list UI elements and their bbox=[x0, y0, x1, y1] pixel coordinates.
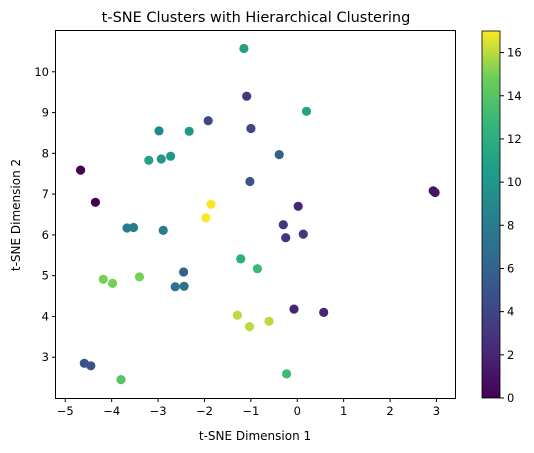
scatter-point bbox=[319, 307, 329, 317]
y-tick-label: 4 bbox=[42, 309, 49, 323]
scatter-point bbox=[166, 151, 176, 161]
colorbar-tick-label: 6 bbox=[507, 261, 514, 275]
scatter-point bbox=[244, 322, 255, 332]
scatter-point bbox=[206, 199, 216, 209]
y-tick-label: 7 bbox=[42, 187, 49, 201]
scatter-point bbox=[274, 150, 284, 160]
x-axis-label: t-SNE Dimension 1 bbox=[199, 429, 311, 443]
chart-title: t-SNE Clusters with Hierarchical Cluster… bbox=[102, 10, 411, 26]
scatter-point bbox=[282, 369, 292, 379]
scatter-point bbox=[264, 316, 274, 326]
scatter-point bbox=[242, 91, 252, 101]
colorbar-tick-label: 0 bbox=[507, 391, 514, 405]
scatter-point bbox=[108, 278, 118, 288]
scatter-point bbox=[430, 187, 440, 198]
y-tick-label: 6 bbox=[42, 228, 49, 242]
scatter-point bbox=[179, 281, 189, 291]
colorbar-tick-label: 14 bbox=[507, 89, 522, 103]
scatter-point bbox=[201, 213, 211, 223]
x-tick-label: −1 bbox=[242, 404, 259, 418]
x-tick-label: −5 bbox=[57, 404, 74, 418]
colorbar-tick-label: 2 bbox=[507, 348, 514, 362]
scatter-point bbox=[179, 267, 189, 277]
scatter-point bbox=[298, 229, 308, 239]
scatter-point bbox=[184, 126, 194, 136]
scatter-point bbox=[156, 154, 166, 164]
x-tick-label: 2 bbox=[386, 404, 393, 418]
scatter-point bbox=[170, 282, 180, 292]
y-tick-label: 10 bbox=[34, 65, 49, 79]
y-axis-ticks: 3 4 5 6 7 8 9 10 bbox=[34, 65, 56, 364]
colorbar-tick-label: 12 bbox=[507, 132, 522, 146]
scatter-point bbox=[252, 264, 262, 274]
x-tick-label: −4 bbox=[103, 404, 120, 418]
x-tick-label: 1 bbox=[340, 404, 347, 418]
scatter-point bbox=[128, 222, 139, 233]
x-tick-label: 3 bbox=[433, 404, 440, 418]
scatter-point bbox=[301, 106, 312, 116]
scatter-point bbox=[281, 233, 291, 243]
axes-frame bbox=[55, 30, 456, 399]
x-tick-label: −2 bbox=[196, 404, 213, 418]
x-tick-label: 0 bbox=[294, 404, 301, 418]
colorbar-tick-label: 10 bbox=[507, 175, 522, 189]
colorbar-tick-label: 8 bbox=[507, 218, 514, 232]
scatter-point bbox=[154, 126, 164, 136]
scatter-point bbox=[76, 165, 86, 175]
scatter-point bbox=[278, 220, 288, 230]
y-tick-label: 9 bbox=[42, 106, 49, 120]
scatter-point bbox=[203, 116, 213, 126]
y-tick-label: 3 bbox=[42, 350, 49, 364]
scatter-point bbox=[236, 254, 246, 264]
y-tick-label: 8 bbox=[42, 146, 49, 160]
scatter-point bbox=[293, 201, 303, 211]
colorbar-ticks: 0 2 4 6 8 10 12 14 16 bbox=[500, 46, 522, 405]
scatter-point bbox=[245, 176, 255, 187]
y-tick-label: 5 bbox=[42, 269, 49, 283]
scatter-point bbox=[239, 43, 249, 54]
plot-area bbox=[76, 43, 440, 385]
x-tick-label: −3 bbox=[150, 404, 167, 418]
scatter-point bbox=[289, 304, 299, 314]
colorbar-tick-label: 4 bbox=[507, 305, 514, 319]
scatter-point bbox=[144, 155, 154, 165]
x-axis-ticks: −5 −4 −3 −2 −1 0 1 2 3 bbox=[57, 398, 440, 418]
scatter-point bbox=[116, 375, 126, 385]
y-axis-label: t-SNE Dimension 2 bbox=[9, 159, 23, 271]
scatter-point bbox=[86, 361, 96, 371]
scatter-point bbox=[232, 310, 242, 320]
colorbar bbox=[481, 30, 501, 399]
scatter-point bbox=[90, 197, 100, 207]
scatter-point bbox=[158, 225, 168, 235]
scatter-point bbox=[98, 274, 108, 284]
scatter-point bbox=[246, 123, 256, 134]
scatter-point bbox=[134, 272, 145, 282]
colorbar-tick-label: 16 bbox=[507, 46, 522, 60]
